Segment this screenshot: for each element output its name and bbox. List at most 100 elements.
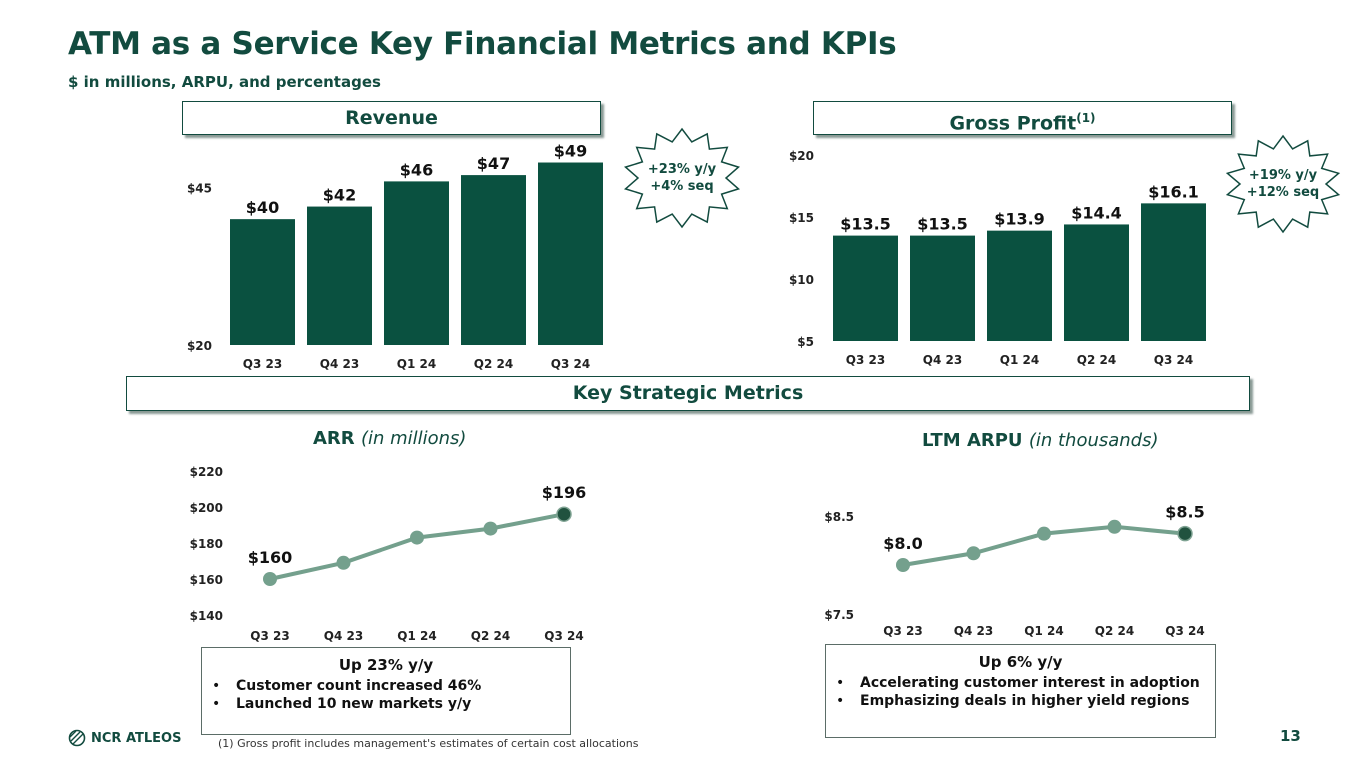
x-tick-label: Q2 24 — [474, 357, 513, 371]
arr-title-units: (in millions) — [360, 428, 467, 449]
bar — [307, 206, 372, 345]
x-tick-label: Q3 24 — [544, 629, 583, 643]
data-label: $16.1 — [1148, 182, 1199, 201]
data-label: $13.5 — [917, 215, 968, 234]
arpu-title: LTM ARPU (in thousands) — [922, 430, 1159, 451]
globe-logo-icon — [68, 729, 86, 747]
data-point — [263, 572, 277, 586]
data-label: $8.0 — [883, 534, 922, 553]
x-tick-label: Q1 24 — [1024, 624, 1063, 638]
x-tick-label: Q4 23 — [923, 353, 962, 367]
data-point — [896, 558, 910, 572]
arpu-title-units: (in thousands) — [1028, 430, 1159, 451]
x-tick-label: Q4 23 — [320, 357, 359, 371]
bar — [384, 181, 449, 345]
x-tick-label: Q4 23 — [954, 624, 993, 638]
x-tick-label: Q3 24 — [551, 357, 590, 371]
gross-profit-header: Gross Profit(1) — [813, 101, 1232, 135]
key-strategic-metrics-label: Key Strategic Metrics — [572, 382, 804, 404]
arr-bullet-1: Customer count increased 46% — [212, 677, 570, 695]
bar — [538, 162, 603, 345]
revenue-growth-burst: +23% y/y +4% seq — [623, 127, 741, 229]
x-tick-label: Q3 23 — [846, 353, 885, 367]
key-strategic-metrics-header: Key Strategic Metrics — [126, 376, 1250, 411]
gross-profit-header-label: Gross Profit — [949, 112, 1077, 135]
arr-title: ARR (in millions) — [313, 428, 466, 449]
y-tick-label: $160 — [190, 573, 223, 587]
x-tick-label: Q3 24 — [1154, 353, 1193, 367]
burst-shape — [623, 127, 741, 229]
revenue-header-label: Revenue — [345, 107, 438, 129]
data-label: $160 — [248, 548, 293, 567]
gross-profit-footnote-mark: (1) — [1076, 111, 1096, 125]
y-tick-label: $140 — [190, 609, 223, 623]
data-point — [483, 521, 498, 536]
page-title: ATM as a Service Key Financial Metrics a… — [68, 26, 897, 62]
arpu-bullet-1: Accelerating customer interest in adopti… — [836, 674, 1215, 692]
x-tick-label: Q1 24 — [397, 629, 436, 643]
arr-bullet-list: Customer count increased 46% Launched 10… — [202, 677, 570, 713]
company-logo-text: NCR ATLEOS — [91, 730, 182, 746]
data-point — [336, 555, 351, 570]
y-tick-label: $8.5 — [824, 510, 854, 524]
revenue-burst-line-1: +23% y/y — [648, 162, 717, 177]
y-tick-label: $220 — [190, 465, 223, 479]
x-tick-label: Q3 23 — [250, 629, 289, 643]
arpu-title-label: LTM ARPU — [922, 430, 1023, 451]
arpu-callout-heading: Up 6% y/y — [978, 653, 1063, 671]
bar — [910, 235, 975, 341]
gross-profit-chart: $5 $10 $15 $20 $13.5 Q3 23 $13.5 Q4 23 $13.9 Q1 2… — [789, 149, 1206, 367]
arr-bullet-2: Launched 10 new markets y/y — [212, 695, 570, 713]
x-tick-label: Q2 24 — [471, 629, 510, 643]
arpu-bullet-list: Accelerating customer interest in adopti… — [826, 674, 1215, 710]
arr-chart: $140 $160 $180 $200 $220 $160 Q3 23 Q4 23 Q1 24 Q… — [190, 465, 587, 643]
x-tick-label: Q1 24 — [397, 357, 436, 371]
data-label: $13.5 — [840, 215, 891, 234]
x-tick-label: Q2 24 — [1077, 353, 1116, 367]
data-label: $40 — [246, 198, 279, 217]
gross-profit-burst-line-2: +12% seq — [1247, 185, 1319, 200]
arr-title-label: ARR — [313, 428, 355, 449]
series-line — [269, 512, 565, 581]
x-tick-label: Q3 24 — [1165, 624, 1204, 638]
bar — [987, 230, 1052, 341]
bar — [230, 219, 295, 345]
footnote: (1) Gross profit includes management's e… — [218, 737, 639, 750]
data-point — [410, 530, 424, 545]
gross-profit-burst-line-1: +19% y/y — [1249, 168, 1318, 183]
revenue-burst-line-2: +4% seq — [650, 179, 713, 194]
data-point — [556, 506, 572, 522]
y-tick-label: $200 — [190, 501, 223, 515]
page-number: 13 — [1280, 727, 1301, 745]
arpu-callout: Up 6% y/y Accelerating customer interest… — [825, 644, 1216, 738]
y-tick-label: $7.5 — [824, 608, 854, 622]
data-label: $42 — [323, 186, 356, 205]
data-label: $13.9 — [994, 210, 1045, 229]
bar — [833, 235, 898, 341]
bar — [461, 175, 526, 345]
arpu-bullet-2: Emphasizing deals in higher yield region… — [836, 692, 1215, 710]
data-label: $46 — [400, 160, 433, 179]
burst-shape — [1225, 134, 1341, 234]
data-point — [966, 546, 981, 561]
page-subtitle: $ in millions, ARPU, and percentages — [68, 73, 381, 91]
x-tick-label: Q3 23 — [883, 624, 922, 638]
arpu-chart: $7.5 $8.5 $8.0 Q3 23 Q4 23 Q1 24 Q2 24 $8.5 Q3 2… — [824, 503, 1204, 638]
x-tick-label: Q2 24 — [1095, 624, 1134, 638]
y-tick-label: $10 — [789, 273, 814, 287]
data-label: $8.5 — [1165, 503, 1204, 522]
data-label: $47 — [477, 154, 510, 173]
y-tick-label: $20 — [789, 149, 814, 163]
arr-callout: Up 23% y/y Customer count increased 46% … — [201, 647, 571, 735]
data-point — [1037, 526, 1051, 541]
data-point — [1107, 519, 1122, 534]
bar — [1064, 224, 1129, 341]
y-tick-label: $20 — [187, 339, 212, 353]
y-tick-label: $5 — [797, 335, 814, 349]
revenue-chart: $20 $45 $40 Q3 23 $42 Q4 23 $46 Q1 24 $47 Q2 24 $4… — [187, 142, 603, 371]
data-label: $14.4 — [1071, 203, 1122, 222]
x-tick-label: Q3 23 — [243, 357, 282, 371]
data-label: $49 — [554, 142, 587, 161]
y-tick-label: $45 — [187, 182, 212, 196]
data-point — [1177, 525, 1193, 542]
